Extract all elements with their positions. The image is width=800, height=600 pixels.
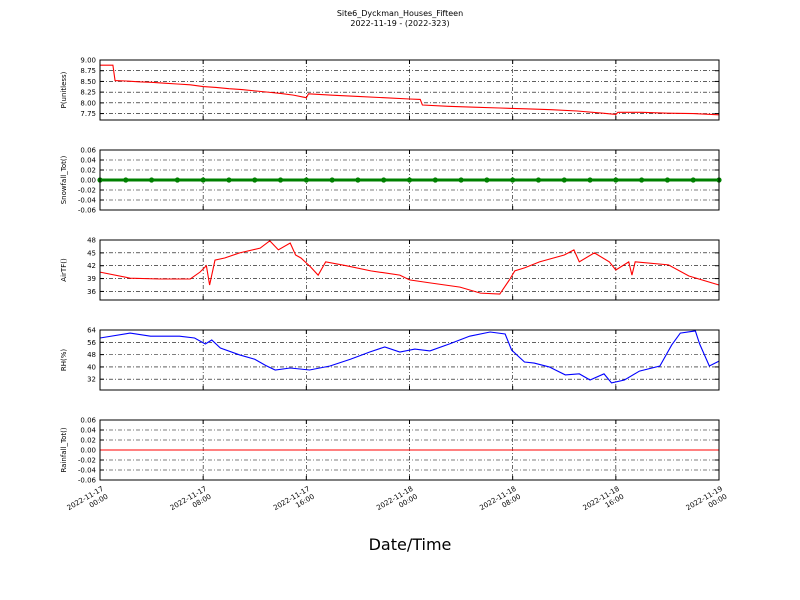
subplot: 7.75 8.00 8.25 8.50 8.75 9.00 P(unitless)	[60, 57, 720, 121]
data-point	[587, 177, 593, 183]
plot-frame	[99, 59, 720, 121]
figure-title: Site6_Dyckman_Houses_Fifteen	[337, 9, 463, 18]
data-line	[100, 64, 720, 116]
subplot: 36 39 42 45 48 AirTF()	[60, 237, 720, 301]
y-tick-label: 8.50	[80, 78, 96, 86]
y-tick-label: 39	[87, 275, 96, 283]
y-tick-label: -0.02	[78, 187, 96, 195]
data-point	[613, 177, 619, 183]
y-tick-label: 0.02	[80, 167, 96, 175]
data-point	[664, 177, 671, 183]
data-point	[639, 177, 645, 183]
y-axis-label: P(unitless)	[60, 71, 68, 108]
data-point	[381, 177, 387, 183]
data-point	[277, 177, 284, 183]
y-tick-label: 36	[87, 288, 96, 296]
data-point	[355, 177, 361, 183]
y-tick-label: 45	[87, 249, 96, 257]
y-tick-label: 32	[87, 376, 96, 384]
y-tick-label: 42	[87, 262, 96, 270]
y-tick-label: 0.04	[80, 427, 96, 435]
y-tick-label: 9.00	[80, 57, 96, 65]
y-tick-label: -0.04	[78, 467, 97, 475]
y-tick-label: 56	[87, 339, 96, 347]
subplot: -0.06 -0.04 -0.02 0.00 0.02 0.04 0.06 Snowfall_…	[60, 147, 722, 215]
x-axis-label: Date/Time	[369, 535, 452, 554]
data-point	[406, 177, 413, 183]
data-point	[561, 177, 567, 183]
y-axis-label: Rainfall_Tot()	[60, 427, 68, 472]
y-tick-label: 7.75	[80, 110, 96, 118]
y-axis-label: AirTF()	[60, 258, 68, 282]
y-tick-label: 0.06	[80, 147, 96, 155]
data-point	[510, 177, 516, 183]
y-tick-label: 8.00	[80, 99, 96, 107]
x-tick-label: 2022-11-1800:00	[375, 485, 419, 520]
plot-frame	[99, 419, 720, 481]
y-tick-label: 0.00	[80, 177, 96, 185]
data-point	[200, 177, 206, 183]
plot-frame	[99, 239, 720, 301]
x-tick-label: 2022-11-1808:00	[478, 485, 522, 520]
y-axis-label: Snowfall_Tot()	[60, 155, 68, 204]
x-tick-label: 2022-11-1816:00	[582, 485, 626, 520]
x-tick-label: 2022-11-1708:00	[169, 485, 213, 520]
data-point	[252, 177, 258, 183]
data-point	[123, 177, 129, 183]
y-tick-label: 40	[87, 363, 96, 371]
y-tick-label: 0.04	[80, 157, 96, 165]
y-tick-label: -0.02	[78, 457, 96, 465]
data-point	[303, 177, 309, 183]
data-point	[148, 177, 155, 183]
plot-frame	[99, 149, 720, 211]
y-tick-label: 8.75	[80, 67, 96, 75]
data-point	[432, 177, 438, 183]
data-point	[690, 177, 696, 183]
y-tick-label: -0.06	[78, 207, 97, 215]
y-tick-label: 0.00	[80, 447, 96, 455]
y-tick-label: 48	[87, 237, 96, 245]
data-line	[99, 330, 720, 384]
subplot: 32 40 48 56 64 RH(%)	[60, 327, 720, 391]
y-tick-label: 8.25	[80, 89, 96, 97]
y-tick-label: -0.04	[78, 197, 97, 205]
y-tick-label: 0.02	[80, 437, 96, 445]
x-tick-label: 2022-11-1700:00	[66, 485, 110, 520]
x-tick-label: 2022-11-1900:00	[685, 485, 729, 520]
data-point	[484, 177, 490, 183]
data-point	[535, 177, 542, 183]
data-line	[99, 240, 720, 295]
subplot: -0.06 -0.04 -0.02 0.00 0.02 0.04 0.06 2022-11-1…	[60, 417, 729, 520]
data-point	[329, 177, 335, 183]
data-point	[226, 177, 232, 183]
figure-subtitle: 2022-11-19 - (2022-323)	[350, 19, 449, 28]
data-point	[174, 177, 180, 183]
data-point	[458, 177, 464, 183]
plot-frame	[99, 329, 720, 391]
y-axis-label: RH(%)	[60, 349, 68, 372]
y-tick-label: -0.06	[78, 477, 97, 485]
y-tick-label: 48	[87, 351, 96, 359]
x-tick-label: 2022-11-1716:00	[272, 485, 316, 520]
y-tick-label: 0.06	[80, 417, 96, 425]
y-tick-label: 64	[87, 327, 96, 335]
